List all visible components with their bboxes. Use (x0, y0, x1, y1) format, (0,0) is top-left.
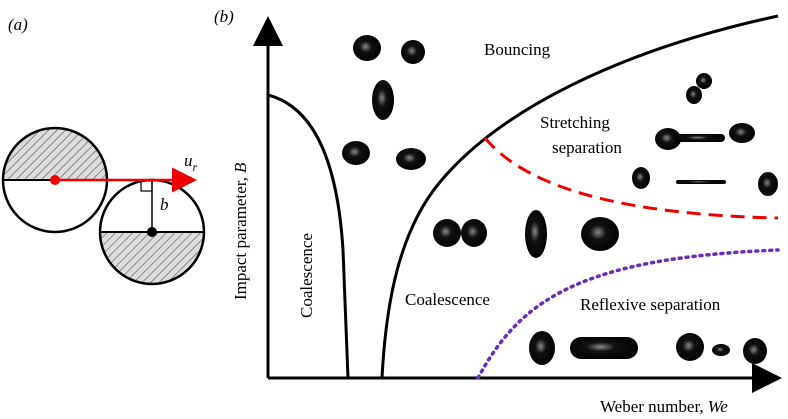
velocity-symbol: u (184, 151, 193, 170)
region-label: separation (552, 138, 622, 157)
x-axis-text: Weber number, (600, 397, 704, 416)
boundary-line (267, 93, 350, 379)
velocity-subscript: r (193, 160, 198, 174)
panel-label: (a) (8, 15, 28, 34)
axes (253, 16, 782, 393)
panel-label: (b) (214, 7, 234, 26)
region-label: Bouncing (484, 40, 551, 59)
region-label: Coalescence (405, 290, 490, 309)
y-axis-label: Impact parameter, B (231, 162, 250, 300)
boundary-line (476, 248, 780, 380)
region-label: Stretching (540, 113, 610, 132)
schematic (1, 126, 206, 286)
y-axis-symbol: B (231, 162, 250, 173)
region-label: Reflexive separation (580, 295, 721, 314)
boundary-line (483, 137, 779, 220)
x-axis-label: Weber number, We (600, 397, 728, 416)
boundary-line (380, 14, 779, 379)
y-axis-text: Impact parameter, (231, 177, 250, 300)
x-axis-symbol: We (708, 397, 729, 416)
region-label: Coalescence (297, 233, 316, 318)
droplet-images (342, 35, 778, 365)
velocity-label: ur (184, 151, 198, 174)
offset-label: b (160, 195, 169, 214)
boundaries (267, 14, 780, 380)
